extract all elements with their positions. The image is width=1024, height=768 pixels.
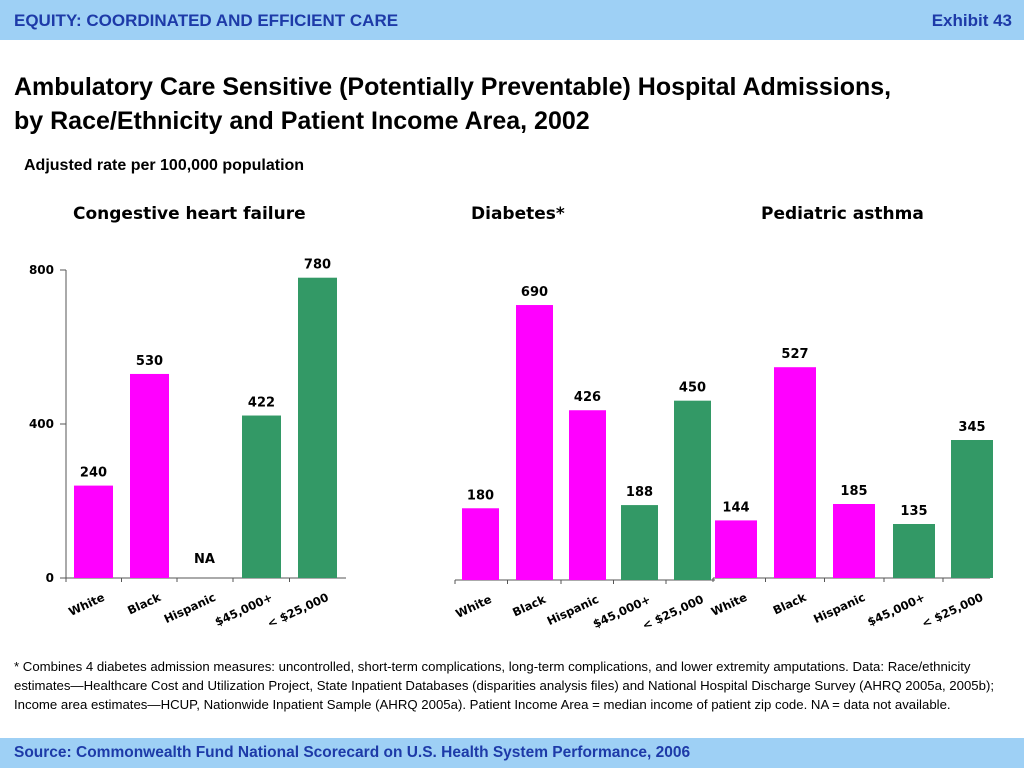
- bar-White: [462, 508, 499, 580]
- bar-charts: 0 400 800 240 White 530 Black NA Hispanic 422 $45,…: [29, 258, 993, 633]
- category-label: < $25,000: [920, 590, 986, 631]
- data-label: 185: [840, 484, 867, 499]
- bar-Black: [516, 305, 553, 580]
- category-label: < $25,000: [640, 592, 706, 633]
- bar-$45,000+: [893, 524, 935, 578]
- bar-< $25,000: [951, 440, 993, 578]
- bar-Black: [774, 367, 816, 578]
- exhibit-number: Exhibit 43: [931, 11, 1012, 30]
- data-label: 530: [136, 354, 163, 369]
- y-tick-label: 400: [29, 417, 54, 431]
- page-title-line2: by Race/Ethnicity and Patient Income Are…: [14, 107, 590, 135]
- category-label: White: [453, 592, 494, 621]
- data-label: 135: [900, 504, 927, 519]
- chart-2: 144 White 527 Black 185 Hispanic 135 $45,000+ 34…: [709, 347, 993, 631]
- data-label: 527: [781, 347, 808, 362]
- category-label: Black: [771, 590, 809, 618]
- panel-title-asthma: Pediatric asthma: [761, 204, 924, 224]
- page-title: Ambulatory Care Sensitive (Potentially P…: [14, 70, 1014, 138]
- bar-$45,000+: [621, 505, 658, 580]
- category-label: White: [709, 590, 750, 619]
- data-label: 188: [626, 485, 653, 500]
- data-label: 240: [80, 466, 107, 481]
- bar-Hispanic: [833, 504, 875, 578]
- chart-0: 0 400 800 240 White 530 Black NA Hispanic 422 $45,…: [29, 258, 346, 631]
- data-label: 426: [574, 390, 601, 405]
- data-label: 345: [958, 420, 985, 435]
- bar-White: [74, 485, 113, 578]
- source-text: Source: Commonwealth Fund National Score…: [14, 744, 691, 761]
- bar-Black: [130, 373, 169, 578]
- chart-subtitle: Adjusted rate per 100,000 population: [24, 157, 305, 174]
- bar-White: [715, 520, 757, 578]
- data-label: 780: [304, 258, 331, 273]
- category-label: Hispanic: [162, 590, 218, 626]
- page-title-line1: Ambulatory Care Sensitive (Potentially P…: [14, 73, 892, 101]
- bar-$45,000+: [242, 415, 281, 578]
- data-label: NA: [194, 552, 215, 567]
- category-label: < $25,000: [265, 590, 331, 631]
- category-label: $45,000+: [213, 590, 275, 629]
- data-label: 422: [248, 396, 275, 411]
- bar-< $25,000: [298, 277, 337, 578]
- panel-title-chf: Congestive heart failure: [73, 204, 306, 224]
- category-label: Black: [510, 592, 548, 620]
- data-label: 180: [467, 488, 494, 503]
- y-tick-label: 0: [46, 571, 54, 585]
- data-label: 690: [521, 285, 548, 300]
- category-label: Black: [125, 590, 163, 618]
- bar-Hispanic: [569, 410, 606, 580]
- chart-1: 180White690Black426Hispanic188$45,000+45…: [453, 285, 715, 633]
- bar-< $25,000: [674, 400, 711, 580]
- panel-title-diabetes: Diabetes*: [471, 204, 565, 224]
- y-tick-label: 800: [29, 263, 54, 277]
- header-bar: EQUITY: COORDINATED AND EFFICIENT CARE E…: [0, 0, 1024, 40]
- data-label: 450: [679, 381, 706, 396]
- source-bar: Source: Commonwealth Fund National Score…: [0, 738, 1024, 768]
- category-label: White: [66, 590, 107, 619]
- section-title: EQUITY: COORDINATED AND EFFICIENT CARE: [14, 11, 399, 30]
- category-label: $45,000+: [865, 590, 927, 629]
- category-label: Hispanic: [811, 590, 867, 626]
- footnote: * Combines 4 diabetes admission measures…: [14, 659, 995, 712]
- data-label: 144: [722, 500, 749, 515]
